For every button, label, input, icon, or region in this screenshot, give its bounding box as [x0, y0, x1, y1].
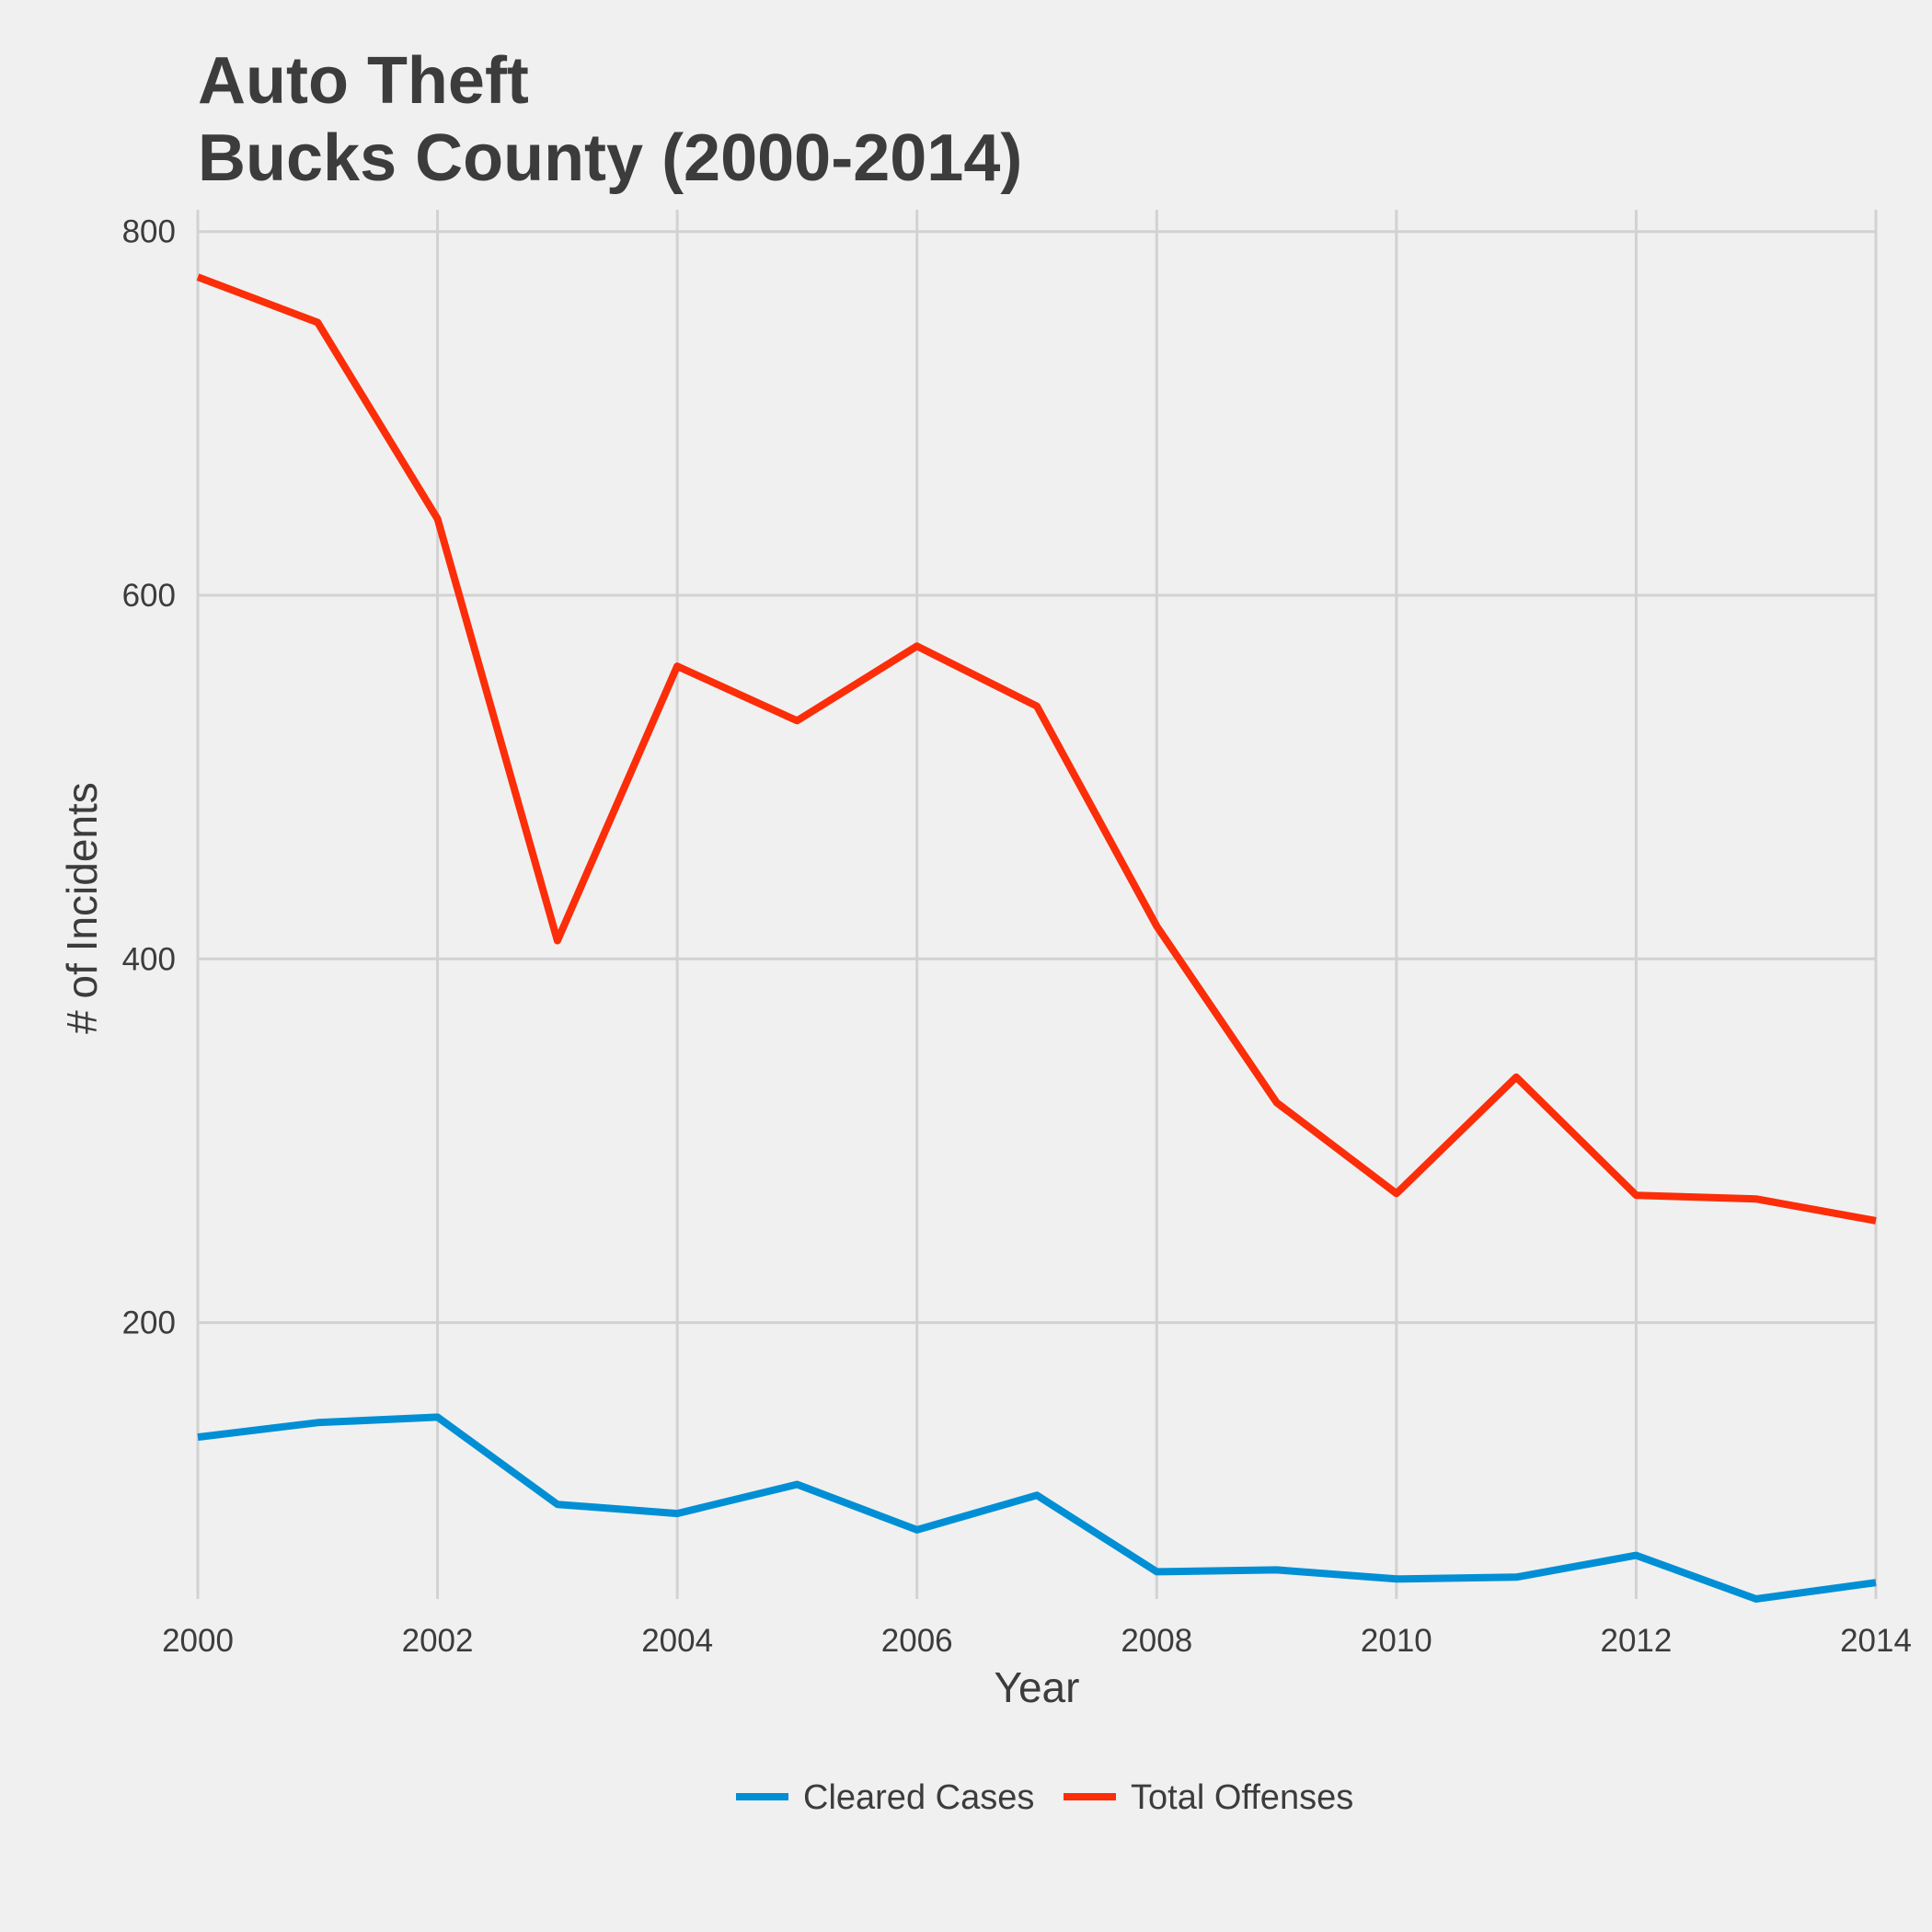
chart-subtitle: Bucks County (2000-2014) [198, 121, 1022, 195]
series-line-cleared-cases [197, 1413, 1877, 1603]
y-tick-label: 600 [122, 578, 176, 614]
x-tick-label: 2008 [1121, 1623, 1192, 1659]
x-tick-label: 2012 [1600, 1623, 1672, 1659]
y-axis-title: # of Incidents [58, 782, 106, 1034]
x-tick-label: 2014 [1840, 1623, 1912, 1659]
y-tick-label: 200 [122, 1305, 176, 1341]
gridlines [196, 210, 1878, 1599]
legend-label-total-offenses: Total Offenses [1131, 1778, 1353, 1817]
x-tick-label: 2004 [641, 1623, 713, 1659]
legend-label-cleared-cases: Cleared Cases [803, 1778, 1034, 1817]
chart-title: Auto Theft [198, 44, 529, 118]
x-tick-label: 2002 [402, 1623, 474, 1659]
x-tick-label: 2006 [881, 1623, 953, 1659]
tick-labels: 2000 2002 2004 2006 2008 2010 2012 2014 200 400 60… [122, 214, 1912, 1659]
x-tick-label: 2000 [162, 1623, 234, 1659]
series-lines [196, 273, 1877, 1603]
x-tick-label: 2010 [1361, 1623, 1432, 1659]
y-tick-label: 800 [122, 214, 176, 250]
x-axis-title: Year [995, 1663, 1080, 1711]
legend: Cleared Cases Total Offenses [736, 1778, 1353, 1817]
y-tick-label: 400 [122, 941, 176, 977]
series-line-total-offenses [196, 273, 1877, 1225]
